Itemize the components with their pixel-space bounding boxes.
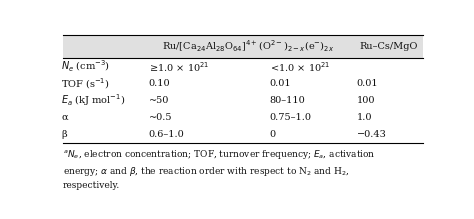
Text: 0.6–1.0: 0.6–1.0 bbox=[148, 130, 184, 139]
Text: 100: 100 bbox=[357, 96, 375, 105]
Text: ~50: ~50 bbox=[148, 96, 169, 105]
Text: 80–110: 80–110 bbox=[270, 96, 305, 105]
FancyBboxPatch shape bbox=[63, 35, 423, 58]
Text: $^{a}$$N_e$, electron concentration; TOF, turnover frequency; $E_a$, activation
: $^{a}$$N_e$, electron concentration; TOF… bbox=[63, 148, 375, 190]
Text: 0.01: 0.01 bbox=[357, 79, 378, 88]
Text: 0.75–1.0: 0.75–1.0 bbox=[270, 113, 312, 122]
Text: 0.01: 0.01 bbox=[270, 79, 292, 88]
Text: ≥1.0 × 10$^{21}$: ≥1.0 × 10$^{21}$ bbox=[148, 60, 209, 74]
Text: −0.43: −0.43 bbox=[357, 130, 387, 139]
Text: $N_e$ (cm$^{-3}$): $N_e$ (cm$^{-3}$) bbox=[61, 59, 110, 74]
Text: Ru–Cs/MgO: Ru–Cs/MgO bbox=[360, 42, 418, 51]
Text: 0: 0 bbox=[270, 130, 276, 139]
Text: TOF (s$^{-1}$): TOF (s$^{-1}$) bbox=[61, 76, 110, 91]
Text: Ru/[Ca$_{24}$Al$_{28}$O$_{64}$]$^{4+}$(O$^{2-}$)$_{2-x}$(e$^{-}$)$_{2x}$: Ru/[Ca$_{24}$Al$_{28}$O$_{64}$]$^{4+}$(O… bbox=[162, 39, 335, 54]
Text: β: β bbox=[61, 130, 67, 139]
Text: ~0.5: ~0.5 bbox=[148, 113, 172, 122]
Text: $E_a$ (kJ mol$^{-1}$): $E_a$ (kJ mol$^{-1}$) bbox=[61, 93, 126, 108]
Text: 1.0: 1.0 bbox=[357, 113, 372, 122]
Text: 0.10: 0.10 bbox=[148, 79, 170, 88]
Text: <1.0 × 10$^{21}$: <1.0 × 10$^{21}$ bbox=[270, 60, 330, 74]
Text: α: α bbox=[61, 113, 68, 122]
